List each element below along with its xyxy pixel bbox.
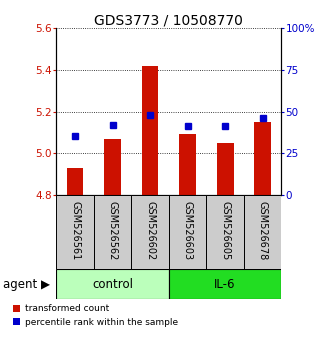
Bar: [179, 135, 196, 195]
Text: GSM526561: GSM526561: [70, 201, 80, 260]
Text: GSM526562: GSM526562: [108, 201, 118, 260]
Text: agent ▶: agent ▶: [3, 278, 50, 291]
Text: GSM526602: GSM526602: [145, 201, 155, 260]
Bar: [169, 269, 281, 299]
Bar: [142, 66, 159, 195]
Title: GDS3773 / 10508770: GDS3773 / 10508770: [94, 13, 243, 27]
Legend: transformed count, percentile rank within the sample: transformed count, percentile rank withi…: [13, 304, 178, 327]
Bar: [244, 195, 281, 269]
Text: control: control: [92, 278, 133, 291]
Text: GSM526605: GSM526605: [220, 201, 230, 260]
Text: IL-6: IL-6: [214, 278, 236, 291]
Bar: [206, 195, 244, 269]
Bar: [254, 122, 271, 195]
Bar: [169, 195, 206, 269]
Bar: [56, 195, 94, 269]
Bar: [216, 143, 233, 195]
Bar: [67, 168, 83, 195]
Text: GSM526678: GSM526678: [258, 201, 267, 260]
Text: GSM526603: GSM526603: [183, 201, 193, 260]
Bar: [56, 269, 169, 299]
Bar: [104, 138, 121, 195]
Bar: [94, 195, 131, 269]
Bar: [131, 195, 169, 269]
